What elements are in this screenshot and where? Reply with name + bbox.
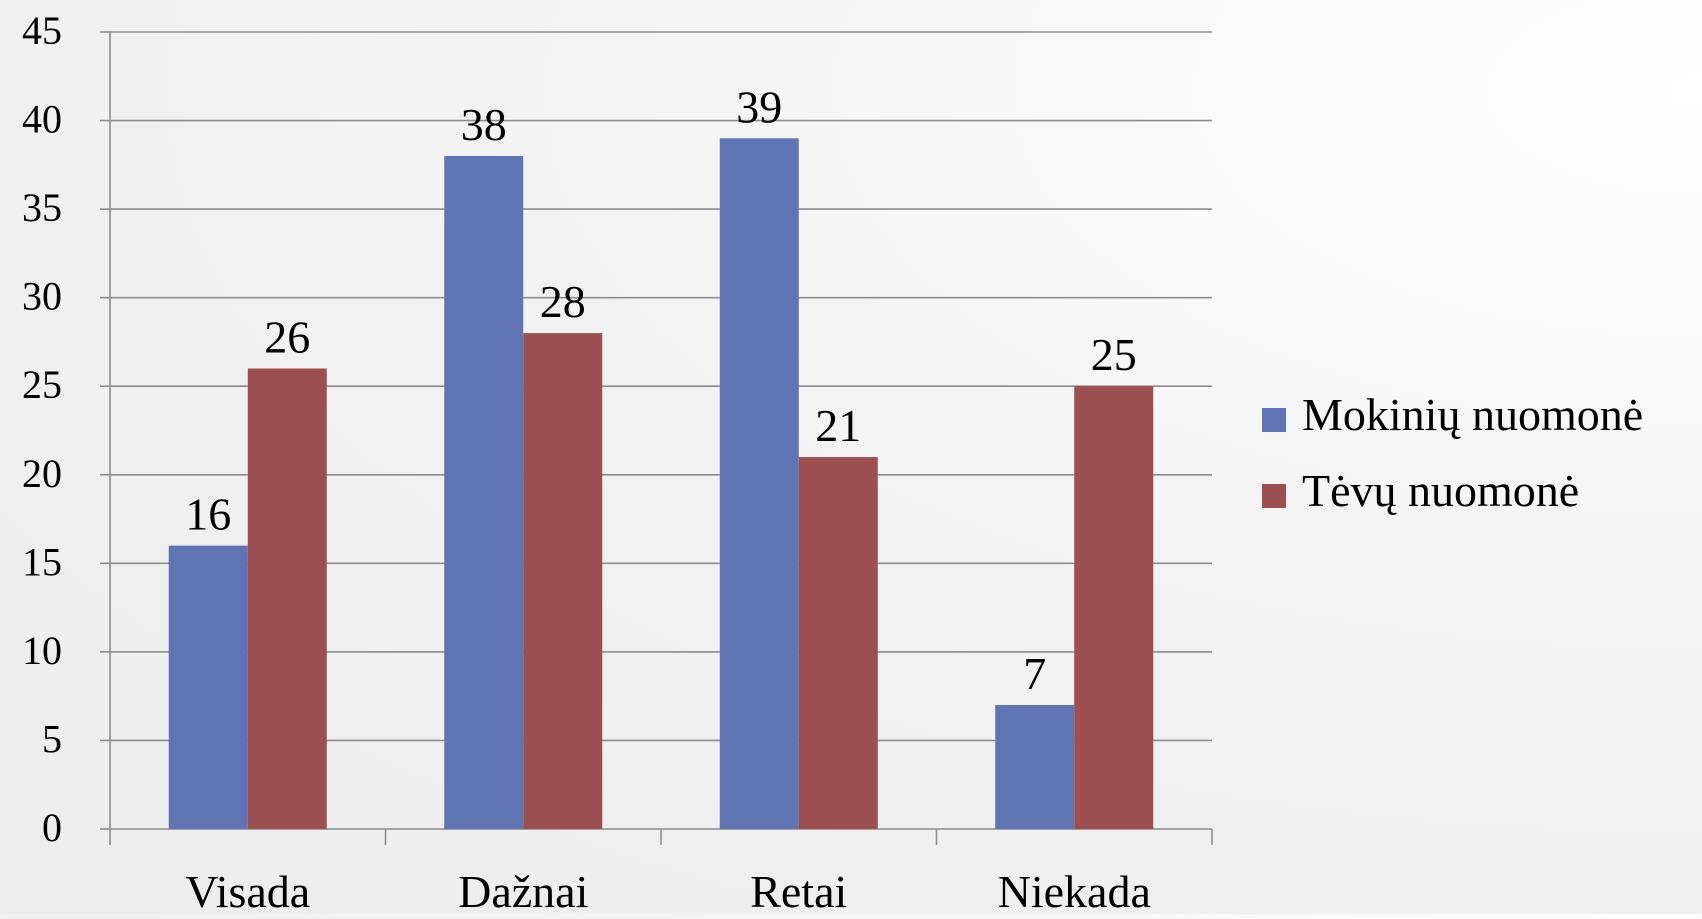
bar (1074, 386, 1154, 829)
bar (444, 155, 524, 829)
y-tick-label: 45 (22, 8, 62, 53)
data-label: 39 (736, 81, 782, 132)
legend: Mokinių nuomonė Tėvų nuomonė (1262, 389, 1643, 516)
bar (719, 138, 799, 829)
y-tick-label: 5 (42, 716, 62, 761)
x-tick-label: Visada (185, 866, 310, 914)
bar (798, 457, 878, 829)
y-tick-label: 40 (22, 97, 62, 142)
data-label: 38 (461, 99, 507, 150)
y-tick-label: 10 (22, 628, 62, 673)
y-tick-label: 25 (22, 362, 62, 407)
data-label: 7 (1023, 648, 1046, 699)
bars (168, 138, 1154, 829)
y-tick-label: 30 (22, 274, 62, 319)
x-tick-label: Dažnai (458, 866, 588, 914)
bar (995, 705, 1075, 829)
bar (247, 368, 327, 829)
data-label: 16 (185, 489, 231, 540)
data-label: 28 (540, 276, 586, 327)
data-label: 26 (264, 312, 310, 363)
bar (168, 545, 248, 829)
x-tick-label: Retai (750, 866, 847, 914)
y-tick-label: 20 (22, 451, 62, 496)
bar (523, 333, 603, 829)
legend-swatch (1262, 408, 1286, 432)
y-tick-label: 15 (22, 539, 62, 584)
legend-label: Mokinių nuomonė (1302, 389, 1643, 440)
legend-swatch (1262, 484, 1286, 508)
data-label: 25 (1091, 329, 1137, 380)
data-label: 21 (815, 400, 861, 451)
x-tick-label: Niekada (998, 866, 1151, 914)
data-labels: 16 26 38 28 39 21 7 25 (185, 81, 1137, 699)
y-tick-label: 35 (22, 185, 62, 230)
axes: 0 5 10 15 20 25 30 35 40 45 Visada Dažnai Retai Nieka… (22, 8, 1213, 917)
y-tick-label: 0 (42, 805, 62, 850)
legend-label: Tėvų nuomonė (1302, 465, 1579, 516)
